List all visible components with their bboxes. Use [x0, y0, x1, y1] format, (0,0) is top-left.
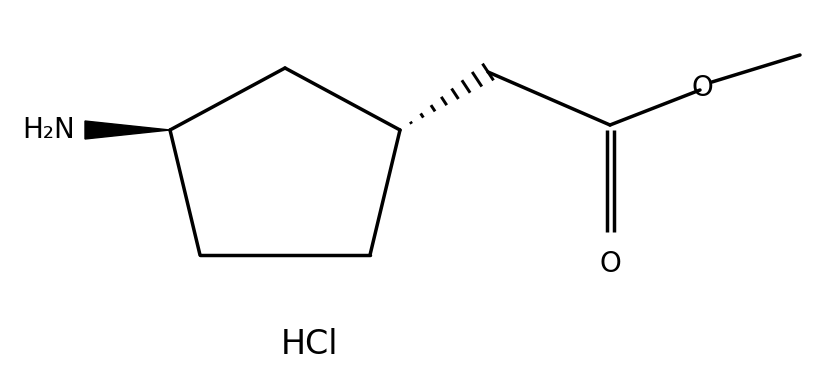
Text: O: O: [691, 74, 713, 102]
Polygon shape: [85, 121, 170, 139]
Text: O: O: [599, 250, 621, 278]
Text: H₂N: H₂N: [23, 116, 75, 144]
Text: HCl: HCl: [281, 328, 339, 362]
